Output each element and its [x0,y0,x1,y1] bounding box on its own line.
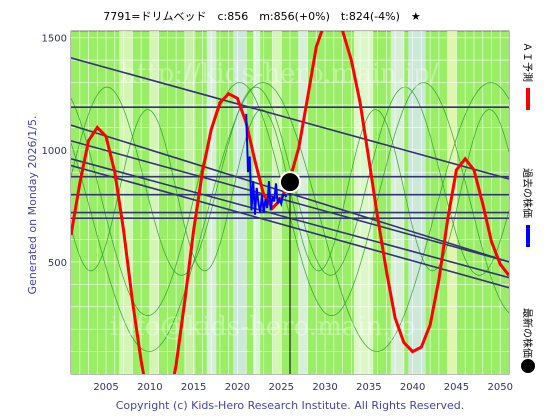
chart-title: 7791=ドリムベッド c:856 m:856(+0%) t:824(-4%) … [103,10,421,23]
shade-band [206,31,217,374]
x-tick-label: 2025 [269,382,294,393]
x-tick-label: 2045 [444,382,469,393]
copyright: Copyright (c) Kids-Hero Research Institu… [116,399,465,412]
legend-past-price: 過去の株価 [521,168,534,247]
shade-band [184,31,196,374]
x-tick-label: 2020 [225,382,250,393]
y-tick-labels: 500 1000 1500 [42,34,67,269]
x-tick-label: 2010 [137,382,162,393]
x-tick-label: 2050 [488,382,513,393]
y-tick-label: 500 [48,258,67,269]
x-tick-label: 2040 [400,382,425,393]
latest-price-marker [279,171,301,194]
thin-forecast-line [71,86,509,276]
x-tick-label: 2015 [181,382,206,393]
shade-band [119,31,133,374]
x-tick-label: 2005 [93,382,118,393]
grid-lines [71,31,509,374]
legend: ＡＩ予測 過去の株価 最新の株価 [521,42,535,373]
trend-line [71,57,509,180]
shade-band [298,31,308,374]
legend-label-past: 過去の株価 [521,168,534,218]
legend-ai-forecast: ＡＩ予測 [521,42,534,110]
shade-band [149,31,159,374]
x-tick-labels: 2005 2010 2015 2020 2025 2030 2035 2040 2045 2050 [93,382,513,393]
legend-latest-price: 最新の株価 [521,308,535,373]
watermark-url: http://kids-hero.main.jp/ [120,59,439,89]
watermark-email: info@kids-hero.main.jp [110,312,415,342]
y-tick-label: 1500 [42,34,67,45]
x-tick-label: 2035 [356,382,381,393]
watermark-layer: http://kids-hero.main.jp/ info@kids-hero… [110,59,439,342]
legend-label-latest: 最新の株価 [521,308,534,358]
x-tick-label: 2030 [312,382,337,393]
generated-date: Generated on Monday 2026/1/5. [26,116,39,295]
legend-label-ai: ＡＩ予測 [521,42,534,82]
past-price-line [245,113,288,215]
y-tick-label: 1000 [42,146,67,157]
shade-band [353,31,374,374]
